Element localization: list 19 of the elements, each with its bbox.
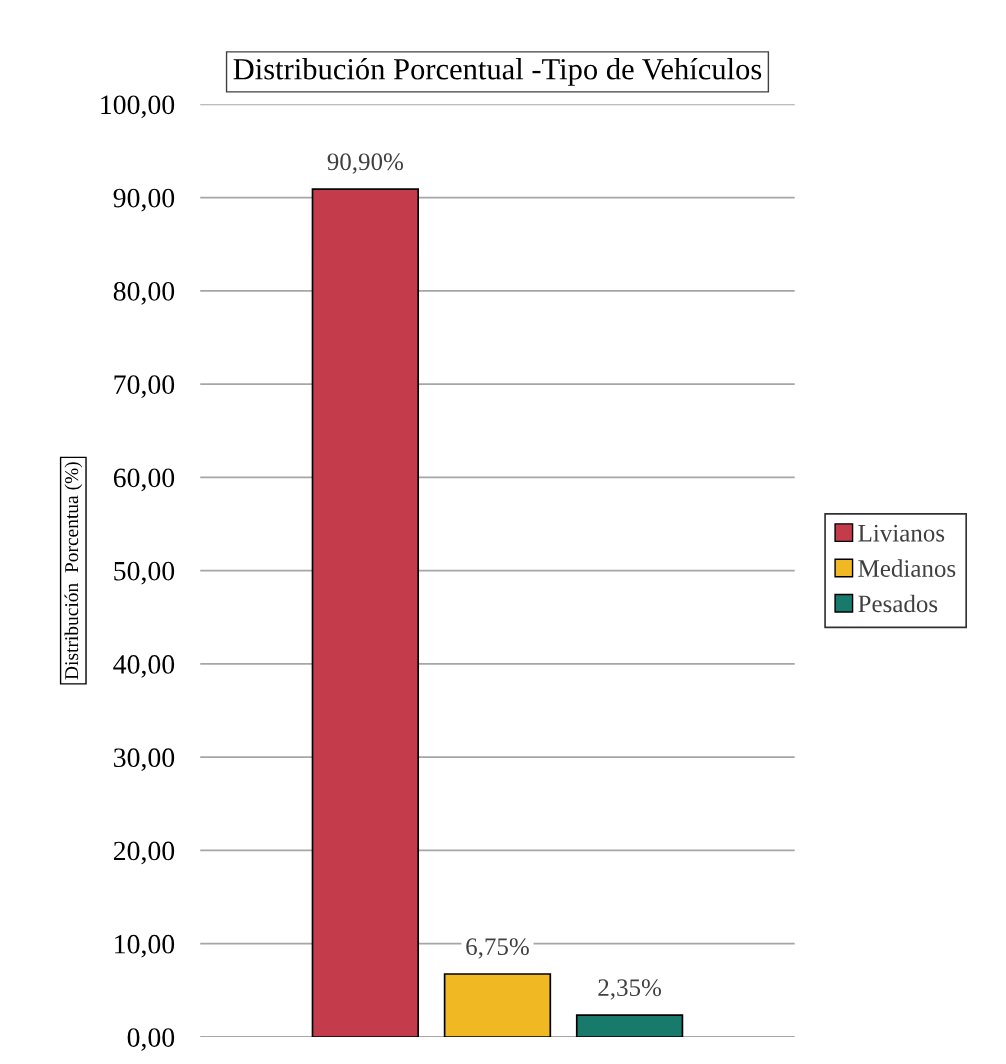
y-tick-label: 10,00 <box>115 934 175 958</box>
legend-label: Medianos <box>858 559 956 577</box>
y-tick-label: 30,00 <box>114 748 175 772</box>
data-label: 6,75% <box>466 938 529 959</box>
data-label: 90,90% <box>327 153 404 174</box>
chart-title: Distribución Porcentual -Tipo de Vehículos <box>233 58 762 86</box>
legend-label: Pesados <box>858 594 938 613</box>
y-tick-label: 20,00 <box>113 841 175 865</box>
y-axis-title: Distribución Porcentua (%) <box>64 462 83 680</box>
y-tick-label: 50,00 <box>114 561 175 585</box>
y-tick-label: 70,00 <box>114 375 175 398</box>
y-tick-label: 0,00 <box>127 1028 175 1051</box>
y-tick-label: 80,00 <box>113 281 175 305</box>
y-tick-label: 100,00 <box>101 95 175 119</box>
data-label: 2,35% <box>598 979 662 1000</box>
y-tick-label: 40,00 <box>113 655 175 678</box>
y-tick-label: 60,00 <box>113 468 175 492</box>
legend-label: Livianos <box>858 524 945 542</box>
y-tick-label: 90,00 <box>113 188 175 212</box>
